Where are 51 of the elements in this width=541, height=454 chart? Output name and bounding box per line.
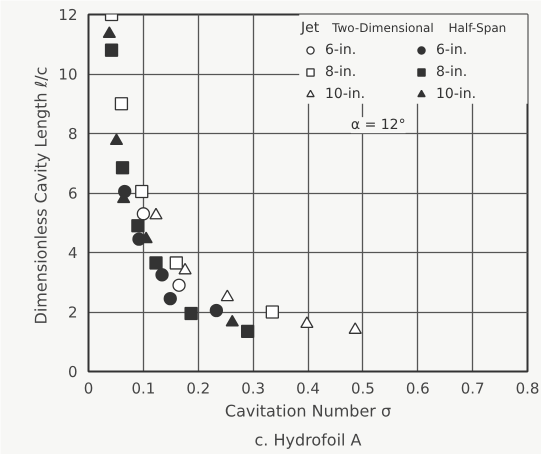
point	[155, 268, 169, 282]
legend-label: 10-in.	[325, 86, 366, 102]
point	[226, 314, 239, 327]
y-tick-label: 12	[58, 6, 78, 24]
annotation: Half-Span	[448, 21, 506, 36]
x-tick-label: 0.3	[241, 380, 266, 398]
y-tick-label: 2	[68, 304, 78, 322]
point	[104, 44, 118, 57]
legend-label: 10-in.	[436, 86, 478, 102]
text: c. Hydrofoil A	[254, 430, 362, 450]
point	[170, 256, 183, 270]
point	[240, 324, 254, 338]
point	[136, 207, 150, 220]
point	[178, 262, 192, 274]
point	[348, 322, 362, 334]
point	[114, 97, 128, 110]
y-tick-label: 0	[68, 363, 78, 381]
legend-title: Jet	[301, 20, 320, 36]
x-tick-label: 0	[84, 380, 94, 398]
point	[149, 208, 163, 220]
y-axis-title: Dimensionless Cavity Length ℓ/c	[31, 66, 50, 324]
annotation: α = 12°	[350, 117, 406, 134]
point	[135, 184, 148, 198]
legend-label: 6-in.	[325, 42, 358, 58]
legend-label: 8-in.	[325, 64, 358, 80]
point	[266, 305, 279, 319]
legend-label: 6-in.	[436, 42, 468, 58]
y-tick-label: 4	[68, 244, 78, 262]
y-tick-label: 6	[68, 184, 78, 202]
x-tick-label: 0.8	[516, 380, 540, 398]
point	[164, 292, 177, 306]
legend-label: 8-in.	[436, 64, 468, 80]
point	[210, 304, 224, 318]
x-tick-label: 0.2	[186, 380, 210, 398]
annotation: Two-Dimensional	[331, 21, 434, 36]
point	[149, 256, 163, 270]
x-axis-title: Cavitation Number σ	[224, 402, 392, 420]
x-tick-label: 0.4	[296, 380, 320, 398]
y-tick-label: 10	[58, 66, 78, 84]
point	[300, 316, 314, 328]
point	[184, 306, 198, 320]
x-tick-label: 0.7	[460, 380, 485, 398]
point	[172, 278, 186, 292]
x-tick-label: 0.5	[350, 380, 375, 398]
point	[116, 161, 130, 174]
point	[110, 133, 124, 146]
x-tick-label: 0.1	[131, 380, 156, 398]
y-tick-label: 8	[68, 125, 78, 143]
point	[131, 219, 145, 232]
point	[220, 290, 234, 302]
x-tick-label: 0.6	[406, 380, 430, 398]
